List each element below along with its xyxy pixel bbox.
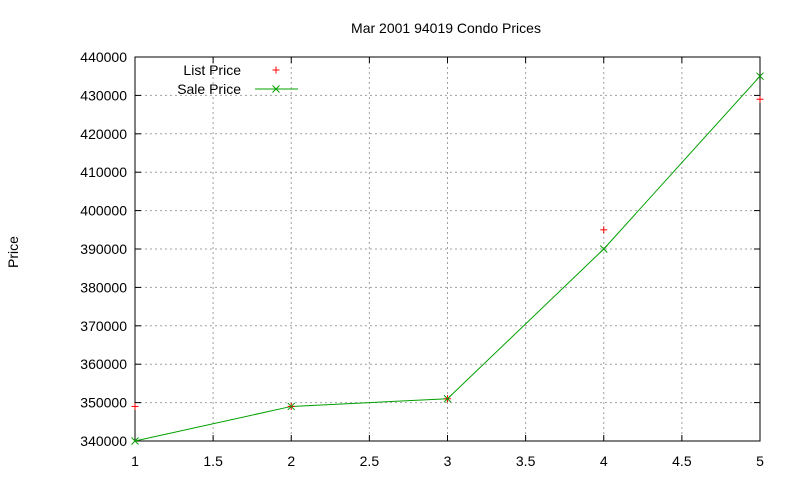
y-tick-label: 400000 <box>80 203 127 219</box>
y-tick-label: 440000 <box>80 49 127 65</box>
x-tick-label: 1.5 <box>203 453 223 469</box>
data-point-sale-price <box>287 402 296 411</box>
data-point-list-price <box>756 95 764 103</box>
data-point-list-price <box>600 226 608 234</box>
x-tick-label: 4.5 <box>672 453 692 469</box>
y-tick-label: 370000 <box>80 318 127 334</box>
x-tick-label: 3 <box>444 453 452 469</box>
data-point-sale-price <box>599 245 608 253</box>
legend-label-list-price: List Price <box>183 62 241 78</box>
legend-point <box>272 66 280 74</box>
y-tick-label: 360000 <box>80 356 127 372</box>
data-point-list-price <box>131 402 139 410</box>
y-tick-label: 340000 <box>80 433 127 449</box>
x-tick-label: 4 <box>600 453 608 469</box>
y-axis-label: Price <box>5 236 21 268</box>
grid <box>135 57 760 441</box>
x-tick-label: 3.5 <box>516 453 536 469</box>
legend-marker-sale-price <box>255 85 298 93</box>
y-tick-label: 350000 <box>80 395 127 411</box>
legend: List Price Sale Price <box>177 62 298 97</box>
x-tick-label: 2 <box>287 453 295 469</box>
axis-ticks: 340000 350000 360000 370000 380000 390000 4000… <box>80 49 764 469</box>
y-tick-label: 390000 <box>80 241 127 257</box>
data-point-sale-price <box>756 72 764 81</box>
legend-point <box>272 85 280 93</box>
legend-label-sale-price: Sale Price <box>177 81 241 97</box>
y-tick-label: 380000 <box>80 279 127 295</box>
chart-title: Mar 2001 94019 Condo Prices <box>351 20 541 36</box>
x-tick-label: 2.5 <box>360 453 380 469</box>
legend-marker-list-price <box>272 66 280 74</box>
x-tick-label: 1 <box>131 453 139 469</box>
x-tick-label: 5 <box>756 453 764 469</box>
series <box>131 72 764 445</box>
data-point-sale-price <box>131 437 139 445</box>
data-point-sale-price <box>443 394 452 403</box>
y-tick-label: 420000 <box>80 126 127 142</box>
y-tick-label: 410000 <box>80 164 127 180</box>
y-tick-label: 430000 <box>80 87 127 103</box>
